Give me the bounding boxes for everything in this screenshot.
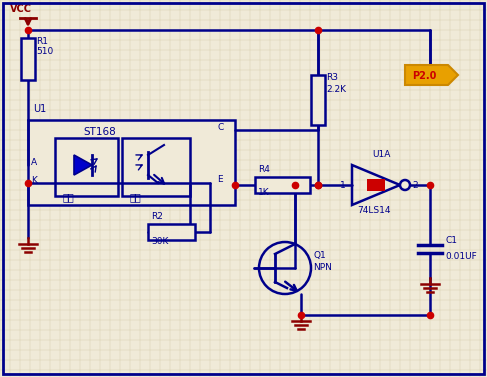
- Text: U1A: U1A: [372, 150, 391, 159]
- Text: ST168: ST168: [83, 127, 116, 137]
- Text: VCC: VCC: [10, 4, 32, 14]
- Text: R1: R1: [36, 37, 48, 46]
- FancyBboxPatch shape: [255, 177, 310, 193]
- Text: 1: 1: [340, 181, 346, 190]
- FancyBboxPatch shape: [367, 179, 385, 191]
- Text: 接收: 接收: [130, 192, 142, 202]
- FancyBboxPatch shape: [21, 38, 35, 80]
- Text: NPN: NPN: [313, 263, 332, 272]
- FancyBboxPatch shape: [148, 224, 195, 240]
- Text: A: A: [31, 158, 37, 167]
- FancyBboxPatch shape: [55, 138, 118, 196]
- Text: 发射: 发射: [63, 192, 75, 202]
- Text: R4: R4: [258, 165, 270, 174]
- Polygon shape: [405, 65, 458, 85]
- Text: K: K: [31, 176, 37, 185]
- Text: C: C: [217, 123, 223, 132]
- Text: 74LS14: 74LS14: [357, 206, 391, 215]
- Text: 510: 510: [36, 47, 53, 56]
- FancyBboxPatch shape: [122, 138, 190, 196]
- Text: R2: R2: [151, 212, 163, 221]
- Text: 30K: 30K: [151, 237, 169, 246]
- Text: 2.2K: 2.2K: [326, 85, 346, 94]
- Text: R3: R3: [326, 73, 338, 82]
- FancyBboxPatch shape: [311, 75, 325, 125]
- Text: Q1: Q1: [313, 251, 326, 260]
- Text: C1: C1: [445, 236, 457, 245]
- Polygon shape: [74, 155, 92, 175]
- Text: 2: 2: [412, 181, 418, 190]
- Text: P2.0: P2.0: [412, 71, 436, 81]
- Text: 1K: 1K: [258, 188, 270, 197]
- Text: 0.01UF: 0.01UF: [445, 252, 477, 261]
- FancyBboxPatch shape: [28, 120, 235, 205]
- Text: E: E: [217, 175, 223, 184]
- Text: U1: U1: [33, 104, 46, 114]
